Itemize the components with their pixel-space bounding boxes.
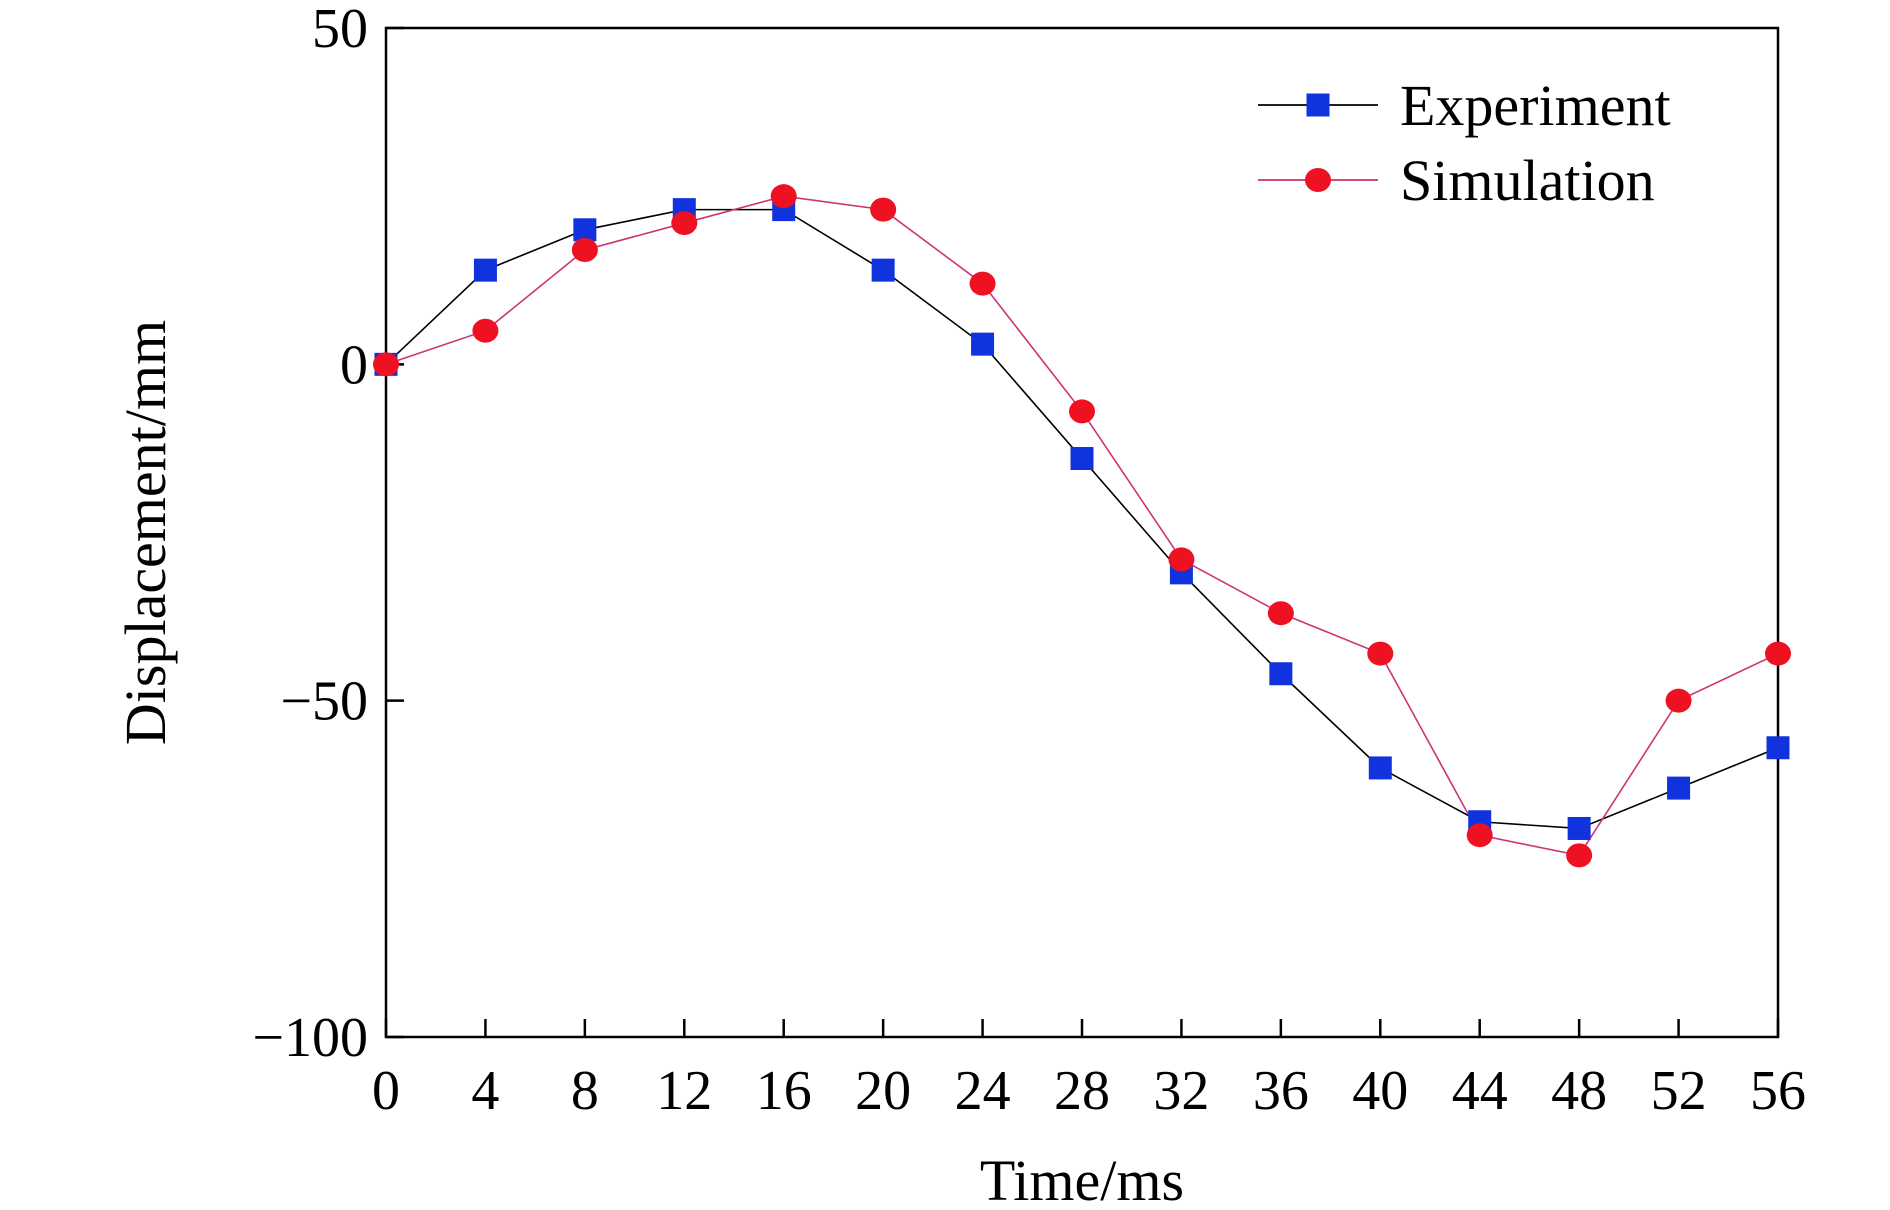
data-point-simulation — [1765, 641, 1791, 666]
data-point-simulation — [472, 318, 499, 343]
x-tick-label: 48 — [1551, 1060, 1607, 1122]
x-tick-label: 44 — [1452, 1060, 1508, 1122]
legend-label-simulation: Simulation — [1400, 148, 1655, 213]
x-tick-label: 16 — [756, 1060, 812, 1122]
x-tick-label: 4 — [471, 1060, 499, 1122]
series-line-experiment — [385, 208, 1779, 830]
x-tick-label: 40 — [1352, 1060, 1408, 1122]
data-point-simulation — [1267, 601, 1294, 626]
data-point-experiment — [1368, 756, 1392, 780]
x-tick-label: 20 — [855, 1060, 911, 1122]
y-axis-title: Displacement/mm — [113, 320, 178, 745]
data-point-experiment — [1269, 662, 1293, 686]
data-point-simulation — [373, 352, 399, 377]
legend-label-experiment: Experiment — [1400, 73, 1671, 138]
x-tick-label: 24 — [955, 1060, 1011, 1122]
data-point-simulation — [1566, 843, 1593, 868]
x-tick-label: 56 — [1750, 1060, 1806, 1122]
data-point-experiment — [1567, 816, 1591, 840]
data-point-experiment — [971, 332, 995, 356]
y-tick-label: −100 — [252, 1007, 368, 1069]
legend-marker-simulation — [1305, 168, 1331, 192]
x-tick-label: 28 — [1054, 1060, 1110, 1122]
data-point-experiment — [1766, 736, 1790, 760]
data-point-simulation — [671, 211, 698, 236]
x-tick-label: 8 — [571, 1060, 599, 1122]
data-point-simulation — [770, 184, 797, 209]
data-point-simulation — [1466, 823, 1493, 848]
data-point-simulation — [969, 271, 996, 296]
series-line-simulation — [385, 195, 1779, 857]
data-point-experiment — [1667, 776, 1691, 800]
x-tick-label: 0 — [372, 1060, 400, 1122]
data-point-experiment — [871, 258, 895, 282]
x-tick-label: 52 — [1651, 1060, 1707, 1122]
data-point-simulation — [1168, 547, 1195, 572]
data-point-experiment — [1070, 447, 1094, 471]
data-point-experiment — [573, 218, 597, 242]
y-tick-label: 50 — [312, 0, 368, 60]
data-point-simulation — [1367, 641, 1394, 666]
data-point-simulation — [1069, 399, 1095, 424]
legend-marker-experiment — [1306, 93, 1330, 117]
data-point-experiment — [473, 258, 497, 282]
x-tick-label: 36 — [1253, 1060, 1309, 1122]
data-point-simulation — [571, 237, 598, 262]
data-point-simulation — [870, 197, 897, 222]
x-tick-label: 12 — [656, 1060, 712, 1122]
data-point-simulation — [1665, 688, 1692, 713]
y-tick-label: 0 — [340, 334, 368, 396]
x-tick-label: 32 — [1153, 1060, 1209, 1122]
y-tick-label: −50 — [280, 671, 368, 733]
x-axis-title: Time/ms — [980, 1148, 1184, 1210]
